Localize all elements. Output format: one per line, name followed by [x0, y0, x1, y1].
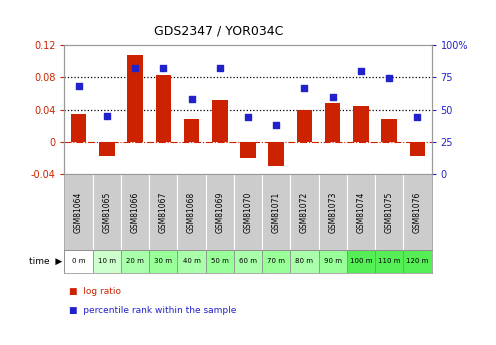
Text: GSM81067: GSM81067: [159, 191, 168, 233]
Point: [272, 122, 280, 128]
Bar: [290, 250, 318, 273]
Bar: [347, 174, 375, 250]
Text: 50 m: 50 m: [211, 258, 229, 264]
Bar: [318, 174, 347, 250]
Bar: [64, 174, 93, 250]
Bar: [297, 110, 312, 142]
Point: [301, 85, 309, 90]
Point: [414, 115, 422, 120]
Text: GSM81075: GSM81075: [385, 191, 394, 233]
Text: ■  percentile rank within the sample: ■ percentile rank within the sample: [69, 306, 237, 315]
Bar: [64, 250, 93, 273]
Text: 110 m: 110 m: [378, 258, 400, 264]
Point: [385, 76, 393, 81]
Bar: [262, 174, 290, 250]
Bar: [93, 174, 121, 250]
Text: time  ▶: time ▶: [29, 257, 62, 266]
Bar: [149, 174, 178, 250]
Bar: [410, 142, 425, 156]
Bar: [375, 174, 403, 250]
Bar: [234, 250, 262, 273]
Text: GSM81070: GSM81070: [244, 191, 252, 233]
Text: 100 m: 100 m: [350, 258, 372, 264]
Text: GSM81069: GSM81069: [215, 191, 224, 233]
Text: 40 m: 40 m: [183, 258, 200, 264]
Point: [103, 113, 111, 119]
Bar: [184, 119, 199, 142]
Bar: [93, 250, 121, 273]
Bar: [268, 142, 284, 166]
Text: 70 m: 70 m: [267, 258, 285, 264]
Text: ■  log ratio: ■ log ratio: [69, 287, 122, 296]
Bar: [381, 119, 397, 142]
Bar: [121, 250, 149, 273]
Text: 60 m: 60 m: [239, 258, 257, 264]
Text: GSM81074: GSM81074: [357, 191, 366, 233]
Bar: [325, 103, 340, 142]
Bar: [206, 250, 234, 273]
Bar: [178, 250, 206, 273]
Bar: [262, 250, 290, 273]
Point: [216, 66, 224, 71]
Point: [131, 66, 139, 71]
Point: [159, 66, 167, 71]
Bar: [212, 100, 228, 142]
Bar: [240, 142, 256, 158]
Bar: [318, 250, 347, 273]
Text: GSM81064: GSM81064: [74, 191, 83, 233]
Text: GSM81076: GSM81076: [413, 191, 422, 233]
Bar: [206, 174, 234, 250]
Bar: [149, 250, 178, 273]
Bar: [234, 174, 262, 250]
Bar: [178, 174, 206, 250]
Bar: [156, 75, 171, 142]
Text: 30 m: 30 m: [154, 258, 172, 264]
Text: GSM81072: GSM81072: [300, 191, 309, 233]
Text: 90 m: 90 m: [324, 258, 342, 264]
Point: [244, 115, 252, 120]
Bar: [121, 174, 149, 250]
Bar: [353, 106, 369, 142]
Bar: [347, 250, 375, 273]
Bar: [290, 174, 318, 250]
Text: GSM81066: GSM81066: [130, 191, 139, 233]
Bar: [375, 250, 403, 273]
Text: 0 m: 0 m: [72, 258, 85, 264]
Text: 120 m: 120 m: [406, 258, 429, 264]
Text: GSM81071: GSM81071: [272, 191, 281, 233]
Bar: [71, 114, 86, 142]
Bar: [403, 250, 432, 273]
Bar: [127, 55, 143, 142]
Text: GSM81073: GSM81073: [328, 191, 337, 233]
Text: GDS2347 / YOR034C: GDS2347 / YOR034C: [154, 25, 283, 38]
Text: 20 m: 20 m: [126, 258, 144, 264]
Bar: [99, 142, 115, 156]
Text: 10 m: 10 m: [98, 258, 116, 264]
Point: [357, 68, 365, 73]
Text: 80 m: 80 m: [296, 258, 313, 264]
Point: [329, 94, 337, 99]
Point: [187, 96, 195, 102]
Point: [74, 83, 82, 89]
Text: GSM81065: GSM81065: [102, 191, 111, 233]
Bar: [403, 174, 432, 250]
Text: GSM81068: GSM81068: [187, 191, 196, 233]
